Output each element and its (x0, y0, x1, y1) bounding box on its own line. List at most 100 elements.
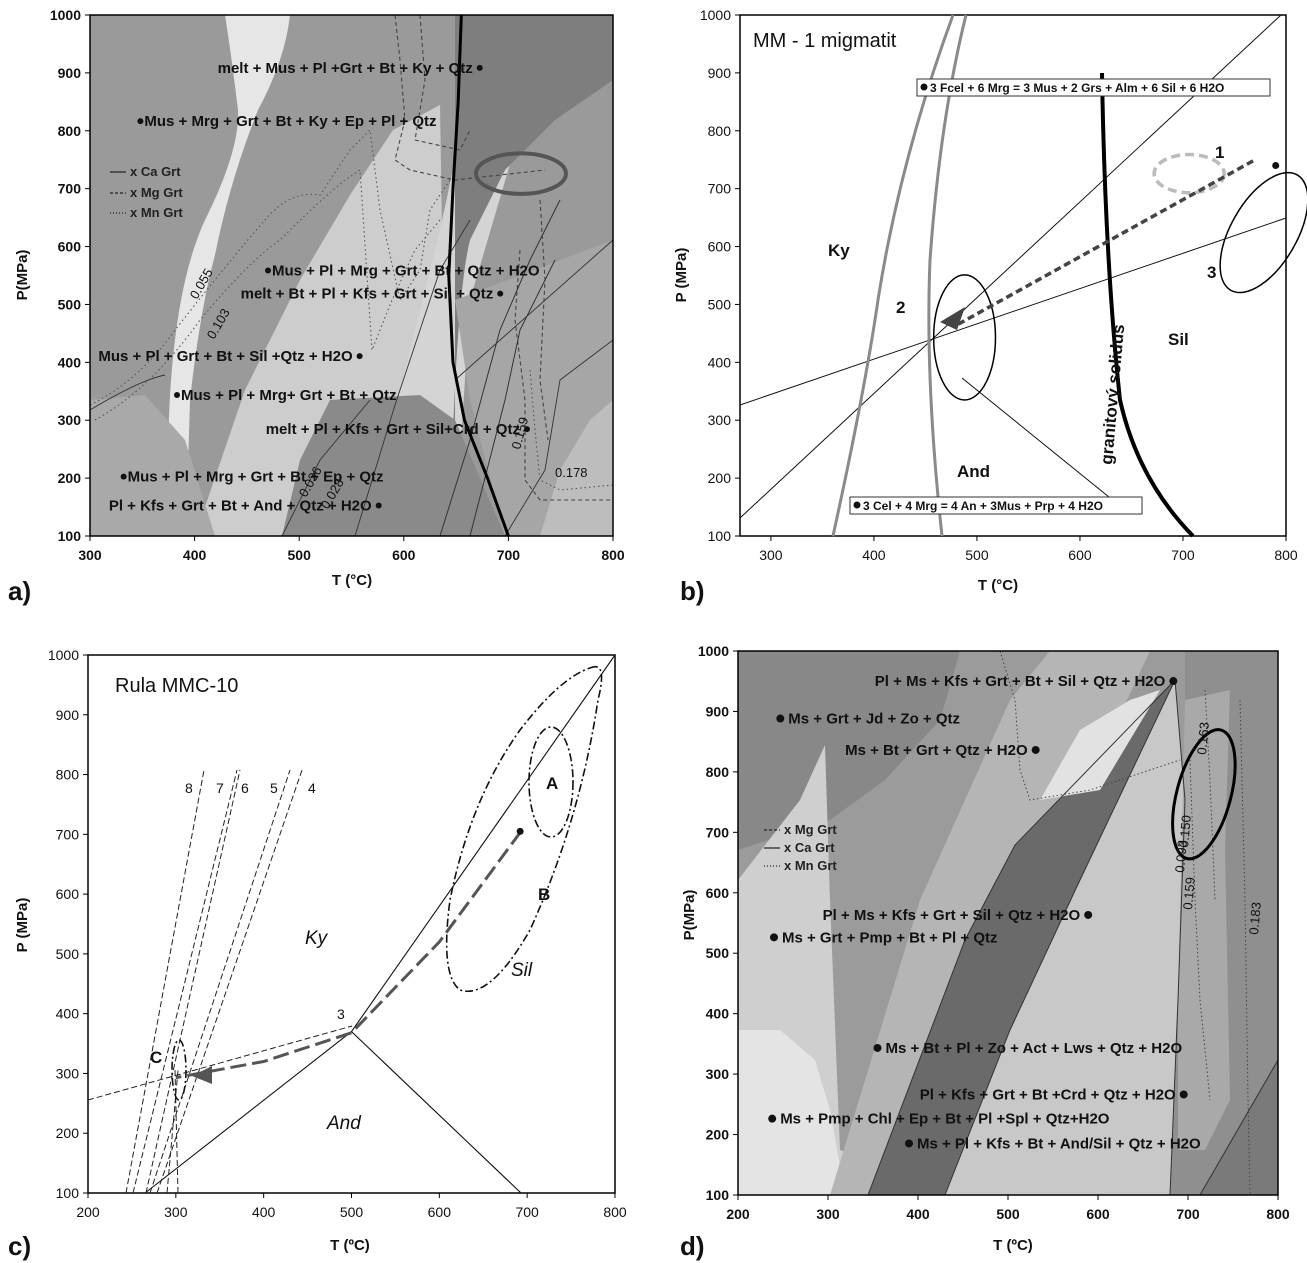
y-tick-label: 900 (706, 703, 730, 719)
annotation-dot (356, 353, 363, 360)
panel-c-ky-and-line (144, 1031, 352, 1194)
y-tick-label: 100 (708, 528, 732, 544)
panel-b-reaction-2: 3 Cel + 4 Mrg = 4 An + 3Mus + Prp + 4 H2… (849, 496, 1143, 515)
panel-c-xlabel: T (ºC) (330, 1237, 370, 1254)
panel-c-title: Rula MMC-10 (115, 675, 238, 697)
x-tick-label: 600 (392, 547, 416, 563)
y-tick-label: 900 (56, 707, 80, 723)
annotation-dot (137, 118, 144, 125)
legend-item-ca: x Ca Grt (784, 840, 835, 855)
panel-b-solidus (1100, 72, 1195, 538)
y-tick-label: 600 (706, 885, 730, 901)
panel-d-isopleth-label: 0.150 (1176, 815, 1194, 849)
x-tick-label: 800 (601, 547, 625, 563)
y-tick-label: 1000 (48, 647, 79, 663)
y-tick-label: 200 (706, 1127, 730, 1143)
panel-b-ellipse-3 (1219, 171, 1307, 294)
panel-b-pt-path-arrow (957, 159, 1254, 326)
y-tick-label: 600 (56, 886, 80, 902)
reaction-text: 3 Cel + 4 Mrg = 4 An + 3Mus + Prp + 4 H2… (863, 499, 1103, 513)
x-tick-label: 700 (1171, 547, 1195, 563)
y-tick-label: 200 (708, 470, 732, 486)
panel-b-title: MM - 1 migmatit (753, 30, 897, 52)
panel-d-field-dark-band (868, 680, 1175, 1195)
panel-c-label-3: 3 (337, 1006, 345, 1022)
assemblage-label: Ms + Grt + Jd + Zo + Qtz (788, 711, 960, 728)
annotation-dot (776, 714, 785, 723)
panel-c-region-and: And (326, 1113, 362, 1134)
panel-a-pt-ellipse (473, 151, 568, 196)
panel-c-ylabel: P (MPa) (14, 898, 31, 953)
panel-b: Ky Sil And granitový solidus 1 2 3 MM - … (673, 7, 1307, 606)
panel-d-boundaries (867, 679, 1279, 1196)
panel-b-region-and: And (957, 462, 990, 481)
assemblage-label: Pl + Ms + Kfs + Grt + Sil + Qtz + H2O (823, 907, 1081, 924)
panel-d-ylabel: P(MPa) (681, 890, 698, 941)
panel-c-letter: c) (8, 1231, 31, 1261)
assemblage-label: Pl + Ms + Kfs + Grt + Bt + Sil + Qtz + H… (875, 673, 1166, 690)
annotation-dot (476, 64, 483, 71)
panel-a-xlabel: T (°C) (332, 572, 372, 589)
annotation-dot (1179, 1090, 1188, 1099)
panel-a-axes: 300 400 500 600 700 800 100 200 300 400 500 600 700 8… (50, 7, 625, 563)
panel-c-label-6: 6 (241, 780, 249, 796)
y-tick-label: 400 (56, 1006, 80, 1022)
y-tick-label: 300 (56, 1065, 80, 1081)
annotation-dot (770, 933, 778, 942)
assemblage-label: Mus + Mrg + Grt + Bt + Ky + Ep + Pl + Qt… (144, 113, 436, 130)
annotation-dot (265, 267, 272, 274)
x-tick-label: 800 (1274, 547, 1298, 563)
assemblage-label: Ms + Pmp + Chl + Ep + Bt + Pl +Spl + Qtz… (780, 1111, 1110, 1128)
legend-item-mg: x Mg Grt (784, 822, 837, 837)
panel-a-boundaries (89, 219, 614, 537)
assemblage-label: Pl + Kfs + Grt + Bt +Crd + Qtz + H2O (920, 1086, 1176, 1103)
panel-b-ellipse-1 (1152, 152, 1226, 195)
panel-c-label-b: B (538, 885, 550, 904)
annotation-dot (1169, 677, 1178, 686)
panel-c-region-sil: Sil (511, 960, 533, 981)
y-tick-label: 400 (708, 354, 732, 370)
panel-d-letter: d) (680, 1231, 705, 1261)
annotation-dot (905, 1139, 913, 1148)
panel-a-field-lower-dark (282, 395, 505, 536)
panel-c-label-8: 8 (185, 780, 193, 796)
x-tick-label: 500 (965, 547, 989, 563)
panel-c: Ky Sil And A B C 3 4 5 6 7 8 Rula MMC-10… (8, 647, 627, 1261)
assemblage-label: Ms + Bt + Grt + Qtz + H2O (845, 742, 1028, 759)
x-tick-label: 300 (78, 547, 102, 563)
assemblage-label: Mus + Pl + Mrg+ Grt + Bt + Qtz (181, 387, 396, 404)
panel-c-dashed-reactions (87, 769, 353, 1194)
x-tick-label: 700 (497, 547, 521, 563)
panel-a-letter: a) (8, 576, 31, 606)
panel-c-aluminosilicate-lines (144, 654, 616, 1194)
y-tick-label: 800 (56, 767, 80, 783)
panel-d: 0.163 0.183 0.150 0.093 0.159 x Mg Grt x… (680, 643, 1290, 1261)
panel-d-isopleth-label: 0.183 (1246, 902, 1264, 936)
panel-b-ellipse-2 (932, 274, 997, 401)
x-tick-label: 800 (603, 1204, 627, 1220)
x-tick-label: 400 (252, 1204, 276, 1220)
y-tick-label: 600 (708, 239, 732, 255)
y-tick-label: 300 (708, 412, 732, 428)
y-tick-label: 400 (58, 354, 82, 370)
y-tick-label: 500 (706, 945, 730, 961)
y-tick-label: 500 (58, 296, 82, 312)
y-tick-label: 600 (58, 239, 82, 255)
panel-d-field-right-light (945, 680, 1185, 1195)
x-tick-label: 300 (759, 547, 783, 563)
annotation-dot (873, 1043, 882, 1052)
panel-a-field-bottom-left (90, 395, 215, 536)
assemblage-label: Mus + Pl + Mrg + Grt + Bt + Ep + Qtz (128, 469, 384, 486)
panel-c-ellipses (171, 665, 603, 1101)
annotation-dot (174, 391, 181, 398)
y-tick-label: 700 (56, 826, 80, 842)
y-tick-label: 500 (708, 296, 732, 312)
x-tick-label: 600 (1086, 1206, 1110, 1222)
assemblage-label: Ms + Grt + Pmp + Bt + Pl + Qtz (782, 929, 997, 946)
panel-b-frame (739, 14, 1287, 537)
panel-d-axes: 200 300 400 500 600 700 800 100 200 300 400 500 600 7… (698, 643, 1290, 1222)
assemblage-label: Ms + Pl + Kfs + Bt + And/Sil + Qtz + H2O (917, 1135, 1201, 1152)
annotation-dot (1084, 910, 1093, 919)
y-tick-label: 100 (58, 528, 82, 544)
